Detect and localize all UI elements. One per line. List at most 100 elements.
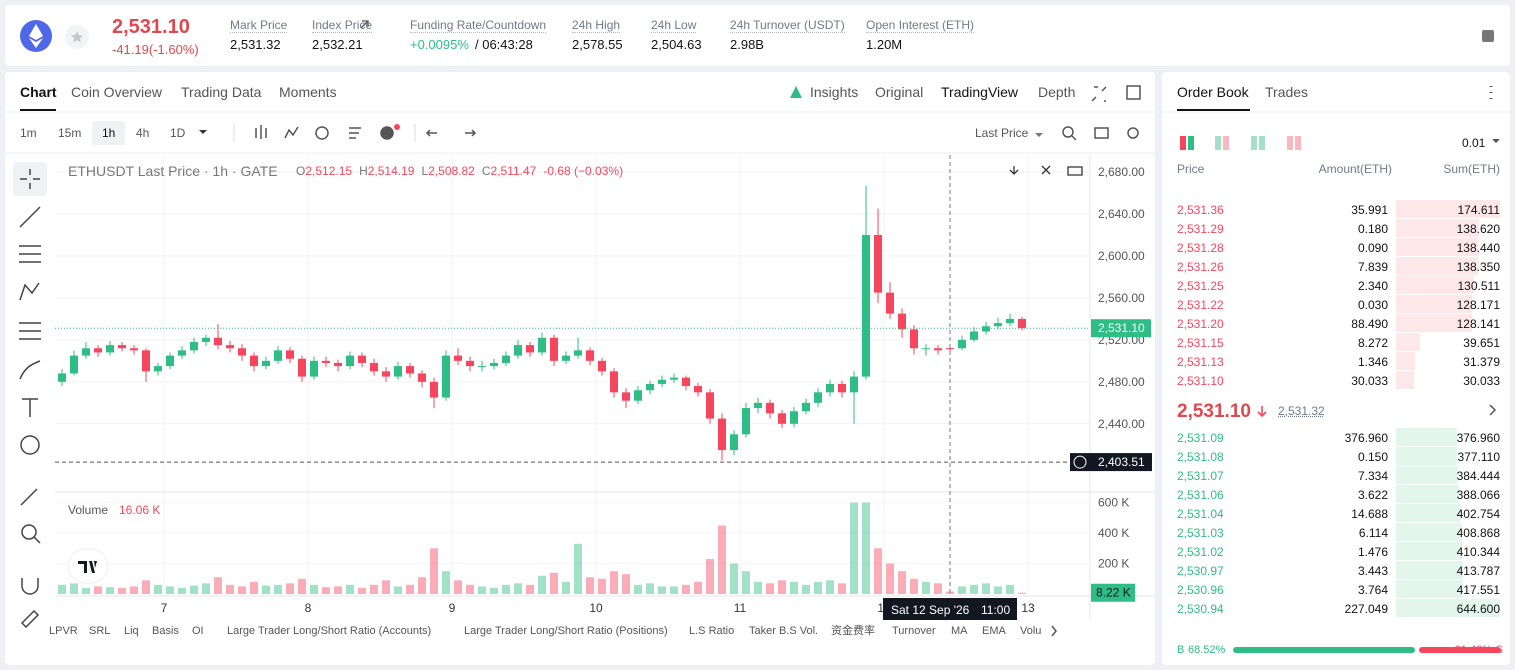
- book-price: 2,531.26: [1177, 260, 1224, 274]
- y-tick-label: 2,440.00: [1098, 417, 1145, 431]
- book-layout-icons: [1180, 136, 1301, 150]
- book-amount: 3.622: [1357, 488, 1388, 502]
- volume-bar: [442, 571, 450, 594]
- volume-bar: [670, 586, 678, 594]
- candle-body: [262, 360, 270, 367]
- indicator[interactable]: Liq: [124, 625, 139, 637]
- volume-bar: [742, 571, 750, 594]
- price-type[interactable]: Last Price: [975, 126, 1029, 140]
- last-price-tag: [1091, 319, 1151, 338]
- chart-control: [1009, 166, 1019, 175]
- candle-body: [82, 348, 90, 356]
- view-tab[interactable]: Original: [875, 84, 924, 100]
- indicator[interactable]: MA: [951, 625, 968, 637]
- book-amount: 1.346: [1357, 355, 1388, 369]
- settings-icon[interactable]: [1482, 30, 1494, 42]
- indicator[interactable]: Turnover: [892, 625, 936, 637]
- y-tick-label: 600 K: [1098, 496, 1129, 510]
- interval[interactable]: 1m: [20, 126, 37, 140]
- depth-bar: [1396, 352, 1415, 370]
- indicator[interactable]: Basis: [152, 625, 179, 637]
- candle-body: [334, 362, 342, 367]
- tab[interactable]: Coin Overview: [71, 84, 163, 100]
- indicator[interactable]: OI: [192, 625, 204, 637]
- volume-bar: [634, 584, 642, 594]
- precision[interactable]: 0.01: [1462, 136, 1486, 150]
- book-price: 2,531.04: [1177, 507, 1224, 521]
- drawing-tools: [19, 169, 41, 629]
- stat-value: 2,532.21: [312, 37, 363, 52]
- indicator[interactable]: Volu: [1020, 625, 1042, 637]
- book-price: 2,531.13: [1177, 355, 1224, 369]
- candle-body: [190, 341, 198, 351]
- book-tab[interactable]: Order Book: [1177, 84, 1249, 100]
- book-sum: 377.110: [1457, 450, 1501, 464]
- stat-label: 24h High: [572, 18, 621, 33]
- candle-body: [130, 348, 138, 351]
- view-tab[interactable]: TradingView: [941, 84, 1019, 100]
- candle-body: [514, 345, 522, 356]
- volume-bar: [130, 586, 138, 594]
- volume-bar: [646, 583, 654, 594]
- volume-bar: [310, 584, 318, 594]
- x-tick-label: 9: [449, 601, 456, 615]
- candle-body: [58, 373, 66, 382]
- candle-body: [550, 337, 558, 361]
- legend-value: 2,508.82: [428, 164, 475, 178]
- volume-bar: [694, 581, 702, 594]
- depth-bar: [1396, 466, 1459, 484]
- book-price: 2,531.29: [1177, 222, 1224, 236]
- book-amount: 0.180: [1357, 222, 1388, 236]
- depth-bar: [1396, 276, 1474, 294]
- candle-body: [730, 434, 738, 451]
- indicator[interactable]: EMA: [982, 625, 1006, 637]
- candle-body: [742, 408, 750, 435]
- volume-bar: [718, 525, 726, 594]
- indicator[interactable]: LPVR: [49, 625, 78, 637]
- interval[interactable]: 4h: [136, 126, 150, 140]
- legend-value: 2,514.19: [368, 164, 415, 178]
- book-sum: 138.620: [1456, 222, 1500, 236]
- tab[interactable]: Chart: [20, 84, 57, 100]
- indicator[interactable]: 资金费率: [831, 625, 875, 637]
- view-tab[interactable]: Insights: [810, 84, 859, 100]
- book-price: 2,531.03: [1177, 526, 1224, 540]
- book-sum: 39.651: [1463, 336, 1500, 350]
- tab[interactable]: Moments: [279, 84, 337, 100]
- candle-body: [970, 331, 978, 340]
- candle-body: [670, 377, 678, 380]
- volume-bar: [802, 584, 810, 594]
- indicator[interactable]: SRL: [89, 625, 111, 637]
- book-sum: 138.350: [1456, 260, 1500, 274]
- candle-body: [394, 366, 402, 377]
- book-tab[interactable]: Trades: [1265, 84, 1309, 100]
- indicator[interactable]: Large Trader Long/Short Ratio (Positions…: [464, 625, 668, 637]
- interval[interactable]: 1D: [170, 126, 186, 140]
- tab[interactable]: Trading Data: [181, 84, 262, 100]
- view-tab[interactable]: Depth: [1038, 84, 1076, 100]
- interval[interactable]: 1h: [102, 126, 116, 140]
- crosshair-add: [1073, 455, 1087, 469]
- last-volume-label: 8.22 K: [1096, 586, 1131, 600]
- interval[interactable]: 15m: [58, 126, 82, 140]
- legend-value: 2,512.15: [305, 164, 352, 178]
- candle-body: [202, 337, 210, 342]
- indicator[interactable]: Large Trader Long/Short Ratio (Accounts): [227, 625, 432, 637]
- volume-bar: [430, 548, 438, 594]
- volume-bar: [418, 577, 426, 594]
- indicator[interactable]: L.S Ratio: [689, 625, 735, 637]
- volume-bar: [214, 577, 222, 594]
- depth-bar: [1396, 219, 1479, 237]
- volume-bar: [406, 584, 414, 594]
- book-amount: 30.033: [1351, 374, 1388, 388]
- book-amount: 35.991: [1351, 203, 1388, 217]
- candle-body: [646, 383, 654, 391]
- indicator[interactable]: Taker B.S Vol.: [749, 625, 819, 637]
- legend-key: L: [421, 164, 428, 178]
- depth-bar: [1396, 200, 1500, 218]
- volume-bar: [814, 581, 822, 594]
- volume-bar: [226, 584, 234, 594]
- stat-value: +0.0095%: [410, 37, 469, 52]
- crosshair-time: 11:00: [981, 603, 1010, 617]
